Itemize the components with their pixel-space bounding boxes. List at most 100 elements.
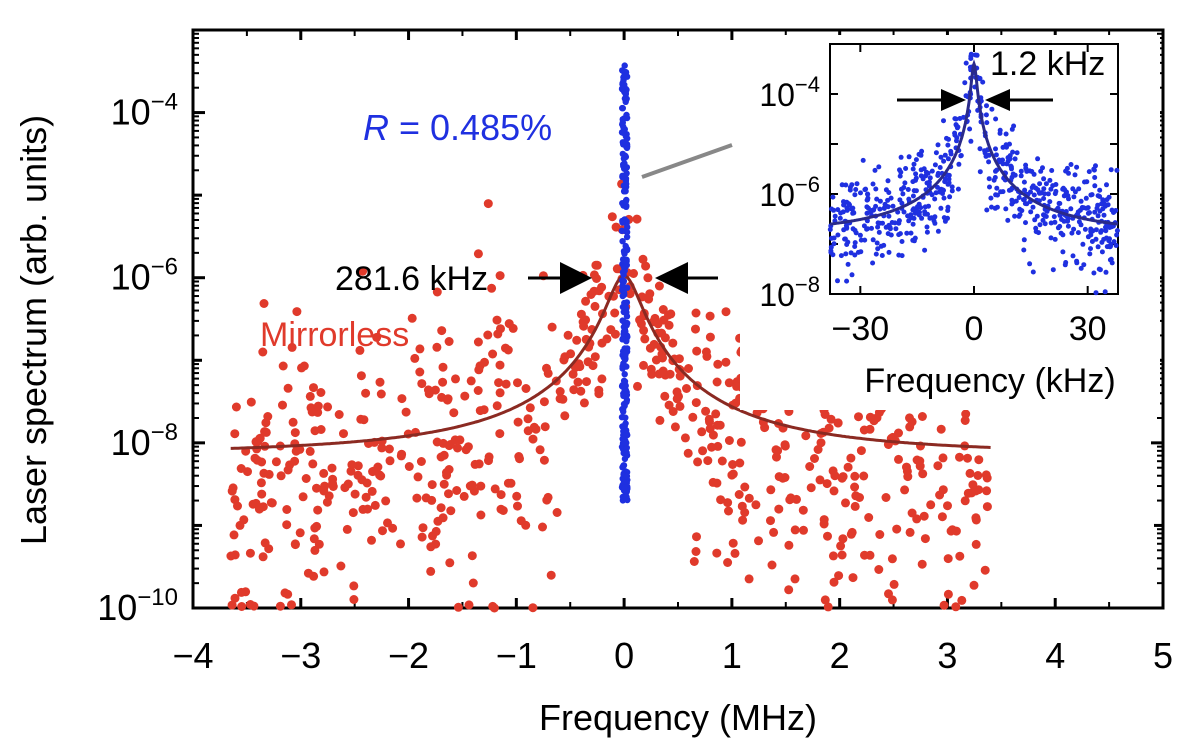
inset-r-series-point (841, 227, 847, 233)
mirrorless-point (856, 446, 866, 456)
mirrorless-point (460, 391, 470, 401)
main-y-tick-label: 10−4 (111, 89, 178, 133)
mirrorless-point (625, 289, 635, 299)
mirrorless-point (579, 398, 589, 408)
r-series-point (621, 345, 628, 352)
mirrorless-point (705, 417, 714, 427)
mirrorless-point (960, 416, 970, 425)
mirrorless-point (905, 413, 914, 423)
mirrorless-point (438, 377, 448, 387)
mirrorless-point (495, 271, 505, 281)
mirrorless-point (513, 378, 522, 388)
mirrorless-point (538, 522, 547, 532)
mirrorless-point (297, 363, 306, 373)
mirrorless-point (705, 424, 715, 434)
mirrorless-point (774, 472, 784, 482)
mirrorless-point (833, 418, 843, 428)
inset-r-series-point (1003, 131, 1009, 137)
mirrorless-point (903, 472, 913, 482)
mirrorless-point (971, 515, 981, 525)
mirrorless-point (828, 551, 838, 561)
inset-r-series-point (1087, 251, 1093, 257)
inset-r-series-point (1037, 222, 1043, 228)
r-series-point (619, 219, 626, 226)
mirrorless-point (569, 385, 579, 395)
mirrorless-point (476, 481, 486, 491)
mirrorless-point (848, 573, 858, 583)
mirrorless-point (721, 357, 731, 367)
mirrorless-point (665, 369, 675, 379)
mirrorless-point (449, 408, 459, 418)
mirrorless-point (826, 414, 836, 424)
mirrorless-point (735, 458, 745, 468)
inset-r-series-point (911, 161, 917, 167)
mirrorless-point (969, 580, 979, 590)
mirrorless-point (282, 505, 292, 514)
mirrorless-point (290, 456, 300, 466)
inset-r-series-point (1093, 236, 1099, 242)
mirrorless-point (539, 397, 549, 407)
mirrorless-point (960, 496, 970, 506)
mirrorless-point (309, 383, 318, 393)
inset-r-series-point (1088, 246, 1093, 252)
r-series-point (619, 336, 626, 343)
inset-r-series-point (898, 169, 904, 175)
inset-r-series-point (994, 185, 1000, 191)
mirrorless-point (370, 500, 380, 510)
inset-r-series-point (1093, 290, 1099, 296)
inset-r-series-point (1095, 193, 1101, 199)
mirrorless-point (728, 460, 738, 469)
mirrorless-point (283, 383, 293, 393)
inset-r-series-point (916, 212, 922, 218)
inset-r-series-point (1081, 205, 1087, 211)
inset-r-series-point (946, 180, 952, 186)
r-series-point (624, 143, 631, 150)
inset-r-series-point (1114, 232, 1120, 238)
inset-r-series-point (932, 220, 938, 226)
inset-r-series-point (1021, 247, 1027, 253)
mirrorless-point (683, 448, 693, 458)
inset-r-series-point (1021, 196, 1027, 202)
mirrorless-point (801, 431, 811, 441)
mirrorless-point (290, 428, 300, 438)
mirrorless-point (367, 486, 377, 496)
inset-r-series-point (870, 181, 876, 187)
mirrorless-point (646, 364, 656, 374)
mirrorless-point (872, 413, 882, 423)
inset-r-series-point (968, 138, 974, 144)
mirrorless-point (254, 504, 264, 514)
mirrorless-point (724, 378, 734, 388)
inset-r-series-point (1008, 164, 1014, 170)
inset-r-series-point (913, 157, 919, 163)
inset-r-series-point (1032, 217, 1038, 223)
mirrorless-point (347, 460, 357, 470)
mirrorless-point (573, 377, 583, 387)
mirrorless-point (328, 478, 338, 488)
mirrorless-point (816, 438, 826, 448)
mirrorless-point (721, 307, 731, 317)
mirrorless-point (259, 299, 269, 308)
mirrorless-point (823, 531, 832, 541)
mirrorless-point (915, 461, 925, 471)
r-series-point (619, 317, 626, 324)
mirrorless-point (305, 446, 315, 456)
mirrorless-point (307, 407, 317, 417)
mirrorless-point (436, 503, 446, 513)
mirrorless-point (437, 326, 447, 336)
inset-r-series-point (992, 175, 998, 180)
inset-r-series-point (1014, 150, 1020, 156)
mirrorless-point (963, 453, 972, 463)
mirrorless-point (943, 554, 953, 564)
r-series-point (623, 180, 630, 188)
mirrorless-point (654, 369, 664, 379)
mirrorless-point (838, 534, 848, 544)
inset-r-series-point (1066, 196, 1071, 202)
inset-plot: −30 0 30 10−8 10−6 10−4 Frequency (kHz) 1.2 … (740, 35, 1160, 410)
mirrorless-point (846, 453, 856, 463)
mirrorless-point (417, 532, 427, 542)
mirrorless-point (957, 595, 967, 605)
mirrorless-point (521, 520, 531, 530)
r-series-point (620, 462, 627, 469)
r-series-point (620, 129, 627, 136)
mirrorless-point (444, 489, 453, 499)
